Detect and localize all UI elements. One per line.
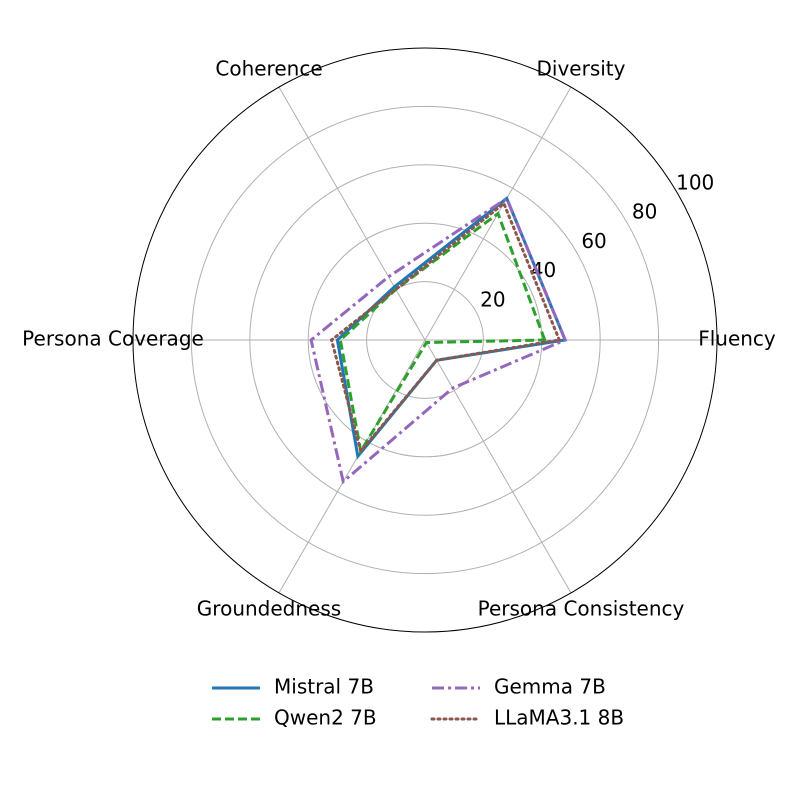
series-line <box>329 201 562 455</box>
category-label: Diversity <box>537 56 626 80</box>
category-label: Fluency <box>698 327 776 351</box>
grid-ring <box>366 281 484 399</box>
legend-label: Qwen2 7B <box>274 706 377 730</box>
legend-label: LLaMA3.1 8B <box>494 706 624 730</box>
spoke <box>424 339 572 594</box>
r-tick-label: 60 <box>581 229 606 253</box>
r-tick-label: 80 <box>632 200 657 224</box>
legend-label: Mistral 7B <box>274 675 374 699</box>
series-line <box>338 211 547 456</box>
category-label: Groundedness <box>197 597 341 621</box>
series-line <box>309 196 568 485</box>
spoke <box>278 86 426 341</box>
category-label: Coherence <box>215 56 322 80</box>
legend-label: Gemma 7B <box>494 675 606 699</box>
grid-ring <box>190 105 660 575</box>
r-tick-label: 20 <box>480 287 505 311</box>
outer-ring <box>132 47 718 633</box>
r-tick-label: 100 <box>676 171 714 195</box>
category-label: Persona Coverage <box>22 327 204 351</box>
series-line <box>335 195 568 460</box>
grid-ring <box>249 164 601 516</box>
spoke <box>278 339 426 594</box>
category-label: Persona Consistency <box>478 597 685 621</box>
